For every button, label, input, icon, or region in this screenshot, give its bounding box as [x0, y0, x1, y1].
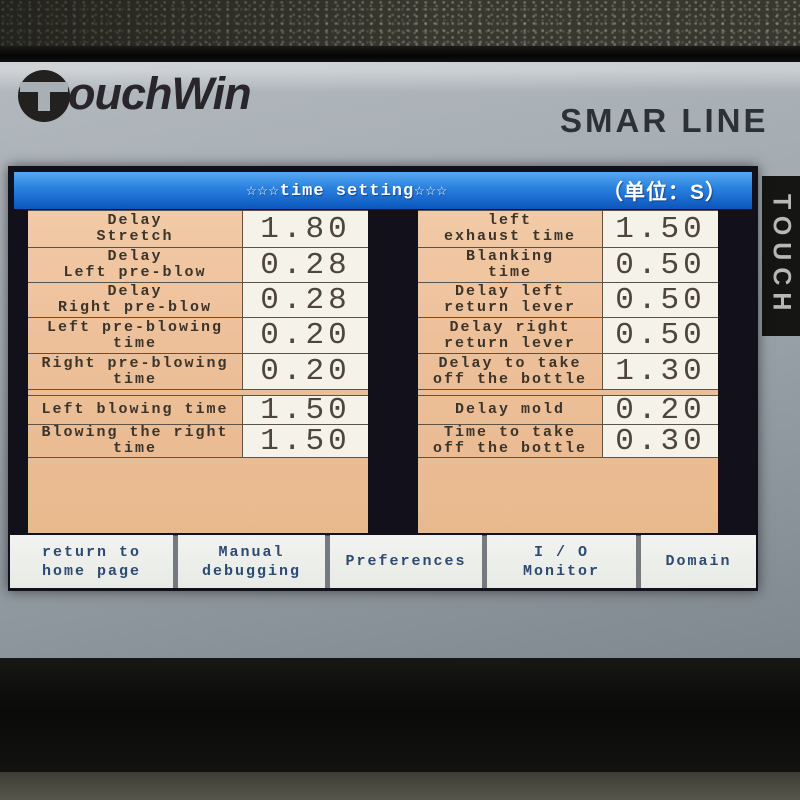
param-label: Delay Stretch: [96, 212, 174, 245]
machine-housing-shadow-band: [0, 658, 800, 772]
model-label: SMAR LINE: [560, 102, 769, 139]
nav-button-domain[interactable]: Domain: [641, 535, 756, 588]
table-row: left exhaust time 1.50: [418, 211, 718, 248]
table-row: Blanking time 0.50: [418, 248, 718, 283]
param-label: Delay right return lever: [443, 318, 577, 352]
table-row: Delay to take off the bottle 1.30: [418, 354, 718, 390]
machine-housing-top: [0, 0, 800, 46]
nav-button-io-monitor[interactable]: I / O Monitor: [487, 535, 636, 588]
machine-housing-bottom: [0, 772, 800, 800]
param-label: Time to take off the bottle: [432, 424, 588, 457]
param-value[interactable]: 1.50: [602, 211, 718, 247]
nav-bar: return to home page Manual debugging Pre…: [10, 535, 756, 588]
param-label: Left pre-blowing time: [46, 318, 224, 352]
table-row: Right pre-blowing time 0.20: [28, 354, 368, 390]
param-value[interactable]: 0.50: [602, 283, 718, 317]
nav-button-manual-debugging[interactable]: Manual debugging: [178, 535, 325, 588]
screen-title-bar: ☆☆☆time setting☆☆☆ （单位：S）: [14, 172, 752, 209]
param-value[interactable]: 0.20: [242, 354, 368, 389]
param-value[interactable]: 1.80: [242, 211, 368, 247]
param-value[interactable]: 0.50: [602, 318, 718, 353]
table-row: Delay left return lever 0.50: [418, 283, 718, 318]
table-row: Delay Stretch 1.80: [28, 211, 368, 248]
param-label: Blanking time: [465, 248, 554, 281]
side-brand-label: TOUCH: [767, 194, 796, 318]
panel-groove: [0, 46, 800, 62]
param-value[interactable]: 0.20: [242, 318, 368, 353]
table-row: Delay right return lever 0.50: [418, 318, 718, 354]
param-value[interactable]: 0.28: [242, 248, 368, 282]
table-row: Left pre-blowing time 0.20: [28, 318, 368, 354]
param-label: Delay mold: [454, 401, 565, 418]
left-parameter-table: Delay Stretch 1.80 Delay Left pre-blow 0…: [28, 210, 368, 533]
param-label: Delay to take off the bottle: [432, 354, 588, 388]
param-label: Left blowing time: [41, 401, 229, 418]
table-row: Left blowing time 1.50: [28, 395, 368, 426]
lcd-screen: ☆☆☆time setting☆☆☆ （单位：S） Delay Stretch …: [8, 166, 758, 591]
side-brand-band: TOUCH: [762, 176, 800, 336]
param-value[interactable]: 0.28: [242, 283, 368, 317]
hmi-bezel: ouchWin SMAR LINE TOUCH ☆☆☆time setting☆…: [0, 62, 800, 658]
table-row: Time to take off the bottle 0.30: [418, 425, 718, 458]
param-value[interactable]: 0.50: [602, 248, 718, 282]
table-row: Delay Left pre-blow 0.28: [28, 248, 368, 283]
table-row: Delay mold 0.20: [418, 395, 718, 426]
unit-label: （单位：S）: [602, 180, 728, 204]
param-label: Delay Right pre-blow: [57, 283, 213, 316]
param-value[interactable]: 1.50: [242, 425, 368, 457]
param-label: Delay Left pre-blow: [63, 248, 207, 281]
table-row: Delay Right pre-blow 0.28: [28, 283, 368, 318]
touchwin-logo: ouchWin: [16, 68, 252, 124]
param-value[interactable]: 0.30: [602, 425, 718, 457]
param-value[interactable]: 1.50: [242, 395, 368, 426]
param-label: Blowing the right time: [41, 424, 229, 457]
table-spacer: [418, 390, 718, 396]
touchwin-t-icon: [18, 70, 70, 122]
right-parameter-table: left exhaust time 1.50 Blanking time 0.5…: [418, 210, 718, 533]
param-label: Right pre-blowing time: [41, 354, 229, 388]
param-label: Delay left return lever: [443, 283, 577, 316]
page-title: ☆☆☆time setting☆☆☆: [246, 182, 448, 201]
param-value[interactable]: 0.20: [602, 395, 718, 426]
param-label: left exhaust time: [443, 212, 577, 245]
table-row: Blowing the right time 1.50: [28, 425, 368, 458]
nav-button-preferences[interactable]: Preferences: [330, 535, 482, 588]
brand-label: ouchWin: [68, 68, 252, 119]
param-value[interactable]: 1.30: [602, 354, 718, 389]
table-spacer: [28, 390, 368, 396]
nav-button-return-home[interactable]: return to home page: [10, 535, 173, 588]
